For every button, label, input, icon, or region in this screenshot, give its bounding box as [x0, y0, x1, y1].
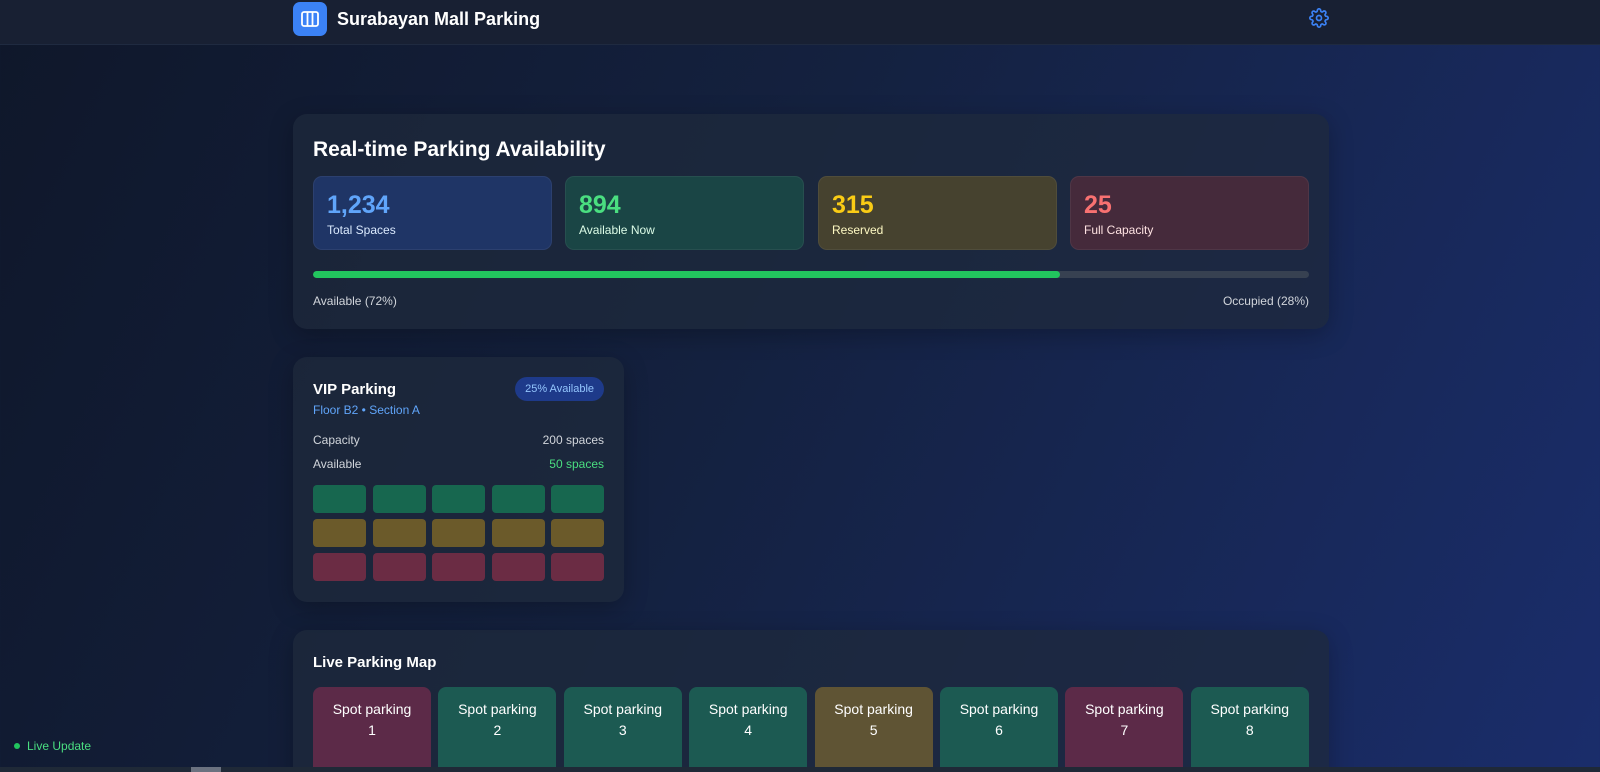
- parking-spot-5[interactable]: Spot parking 5: [814, 687, 933, 772]
- availability-title: Real-time Parking Availability: [313, 138, 606, 161]
- vip-spot-occupied[interactable]: [432, 553, 485, 581]
- capacity-label: Capacity: [313, 433, 360, 447]
- map-title: Live Parking Map: [313, 654, 437, 671]
- spot-label: Spot parking: [458, 701, 537, 717]
- parking-spot-1[interactable]: Spot parking 1: [313, 687, 431, 772]
- stat-value: 894: [579, 191, 621, 219]
- stat-full-capacity[interactable]: 25 Full Capacity: [1070, 176, 1309, 250]
- vip-spot-occupied[interactable]: [313, 553, 366, 581]
- vip-spot-available[interactable]: [313, 485, 366, 513]
- vip-availability-badge: 25% Available: [515, 377, 604, 401]
- spot-number: 6: [995, 722, 1003, 738]
- live-status-dot: [14, 743, 20, 749]
- vip-spot-available[interactable]: [551, 485, 604, 513]
- availability-card: Real-time Parking Availability 1,234 Tot…: [293, 114, 1329, 329]
- stat-available-now[interactable]: 894 Available Now: [565, 176, 804, 250]
- available-value: 50 spaces: [549, 457, 604, 471]
- availability-progress-fill: [313, 271, 1060, 278]
- stat-reserved[interactable]: 315 Reserved: [818, 176, 1057, 250]
- live-parking-map-card: Live Parking Map Spot parking 1 Spot parki…: [293, 630, 1329, 772]
- spot-label: Spot parking: [332, 701, 412, 717]
- parking-spot-7[interactable]: Spot parking 7: [1065, 687, 1184, 772]
- stats-row: 1,234 Total Spaces 894 Available Now 315…: [313, 176, 1309, 250]
- available-label: Available: [313, 457, 362, 471]
- scrollbar-thumb[interactable]: [191, 767, 221, 772]
- spot-label: Spot parking: [959, 701, 1039, 717]
- vip-spot-grid: [313, 485, 605, 585]
- spot-number: 8: [1245, 722, 1254, 738]
- spot-number: 5: [869, 722, 878, 738]
- stat-value: 25: [1084, 191, 1112, 219]
- stat-label: Reserved: [832, 223, 884, 237]
- app-title: Surabayan Mall Parking: [337, 8, 541, 29]
- spot-number: 2: [493, 722, 502, 738]
- spot-label: Spot parking: [1085, 701, 1164, 717]
- vip-spot-available[interactable]: [432, 485, 485, 513]
- capacity-value: 200 spaces: [542, 433, 604, 447]
- parking-spot-6[interactable]: Spot parking 6: [940, 687, 1058, 772]
- vip-spot-reserved[interactable]: [551, 519, 604, 547]
- spot-label: Spot parking: [708, 701, 788, 717]
- live-update-label: Live Update: [27, 739, 92, 753]
- parking-spot-2[interactable]: Spot parking 2: [438, 687, 557, 772]
- occupied-percent-label: Occupied (28%): [1222, 294, 1309, 308]
- stat-value: 1,234: [327, 191, 390, 219]
- spot-number: 1: [368, 722, 376, 738]
- parking-spot-4[interactable]: Spot parking 4: [689, 687, 808, 772]
- vip-spot-occupied[interactable]: [372, 553, 426, 581]
- top-bar: Surabayan Mall Parking: [0, 0, 1600, 45]
- horizontal-scrollbar[interactable]: [0, 767, 1600, 772]
- vip-spot-reserved[interactable]: [491, 519, 545, 547]
- vip-location: Floor B2 • Section A: [313, 403, 420, 417]
- spot-number: 7: [1120, 722, 1129, 738]
- vip-parking-card[interactable]: VIP Parking Floor B2 • Section A 25% Ava…: [293, 357, 624, 602]
- vip-spot-available[interactable]: [372, 485, 426, 513]
- available-percent-label: Available (72%): [313, 294, 397, 308]
- live-update-indicator: Live Update: [14, 739, 91, 753]
- vip-spot-occupied[interactable]: [551, 553, 604, 581]
- parking-spot-3[interactable]: Spot parking 3: [563, 687, 682, 772]
- vip-spot-occupied[interactable]: [491, 553, 545, 581]
- vip-title: VIP Parking: [313, 381, 397, 398]
- vip-spot-reserved[interactable]: [313, 519, 366, 547]
- vip-spot-available[interactable]: [491, 485, 545, 513]
- spot-number: 3: [618, 722, 627, 738]
- vip-spot-reserved[interactable]: [372, 519, 426, 547]
- spot-label: Spot parking: [834, 701, 913, 717]
- map-spots: Spot parking 1 Spot parking 2 Spot parking 3 S…: [313, 687, 1309, 772]
- spot-label: Spot parking: [1210, 701, 1290, 717]
- availability-progress-bar: [313, 271, 1309, 278]
- stat-label: Available Now: [579, 223, 655, 237]
- parking-spot-8[interactable]: Spot parking 8: [1190, 687, 1309, 772]
- gear-icon[interactable]: [1309, 8, 1329, 28]
- parking-grid-icon: [293, 2, 327, 36]
- stat-total-spaces[interactable]: 1,234 Total Spaces: [313, 176, 552, 250]
- stat-value: 315: [832, 191, 874, 219]
- stat-label: Total Spaces: [327, 223, 396, 237]
- vip-spot-reserved[interactable]: [432, 519, 485, 547]
- spot-number: 4: [744, 722, 753, 738]
- brand[interactable]: Surabayan Mall Parking: [293, 2, 540, 36]
- stat-label: Full Capacity: [1084, 223, 1154, 237]
- spot-label: Spot parking: [583, 701, 663, 717]
